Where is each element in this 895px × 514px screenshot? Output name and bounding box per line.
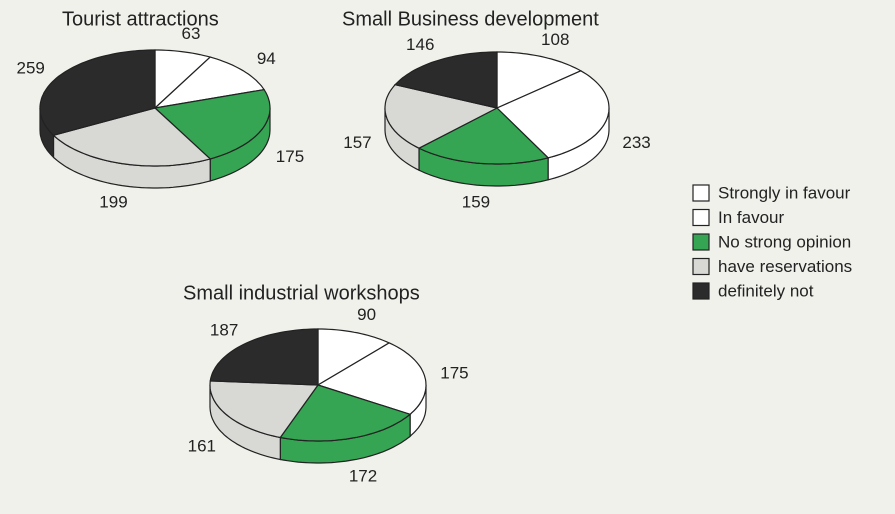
pie-slice	[209, 328, 319, 386]
pie-slice	[209, 380, 320, 439]
pie-slice	[316, 342, 427, 415]
data-label: 159	[462, 193, 490, 212]
pie-slice	[279, 384, 412, 442]
data-label: 108	[541, 30, 569, 49]
data-label: 233	[622, 133, 650, 152]
legend-label: definitely not	[718, 281, 814, 300]
legend-swatch	[692, 282, 710, 300]
pie-slice	[393, 51, 498, 109]
chart-title: Small industrial workshops	[183, 282, 420, 304]
legend-swatch	[692, 257, 710, 276]
legend-label: Strongly in favour	[718, 183, 851, 202]
pie-slice	[317, 328, 391, 387]
data-label: 63	[181, 24, 200, 43]
pie-slice	[384, 84, 499, 149]
data-label: 94	[257, 49, 276, 68]
legend-label: have reservations	[718, 257, 852, 276]
legend-swatch	[692, 208, 710, 227]
data-label: 161	[188, 436, 216, 455]
data-label: 199	[99, 192, 127, 211]
legend-label: No strong opinion	[718, 232, 851, 251]
pie-slice	[154, 49, 212, 110]
data-label: 172	[349, 466, 377, 485]
pie-slice	[153, 88, 271, 160]
pie-slice	[495, 70, 610, 159]
pie-slice	[52, 107, 212, 167]
chart-title: Tourist attractions	[62, 8, 219, 30]
data-label: 187	[210, 320, 238, 339]
data-label: 90	[357, 305, 376, 324]
legend-swatch	[692, 233, 710, 251]
chart-title: Small Business development	[342, 8, 599, 30]
legend-label: In favour	[718, 208, 784, 227]
data-label: 146	[406, 35, 434, 54]
data-label: 157	[343, 133, 371, 152]
legend-swatch	[692, 184, 710, 202]
data-label: 175	[276, 147, 304, 166]
pie-slice	[153, 56, 266, 109]
pie-slice	[417, 107, 550, 165]
data-label: 259	[17, 58, 45, 77]
pie-slice	[39, 49, 156, 136]
pie-slice	[496, 51, 583, 109]
data-label: 175	[440, 363, 468, 382]
